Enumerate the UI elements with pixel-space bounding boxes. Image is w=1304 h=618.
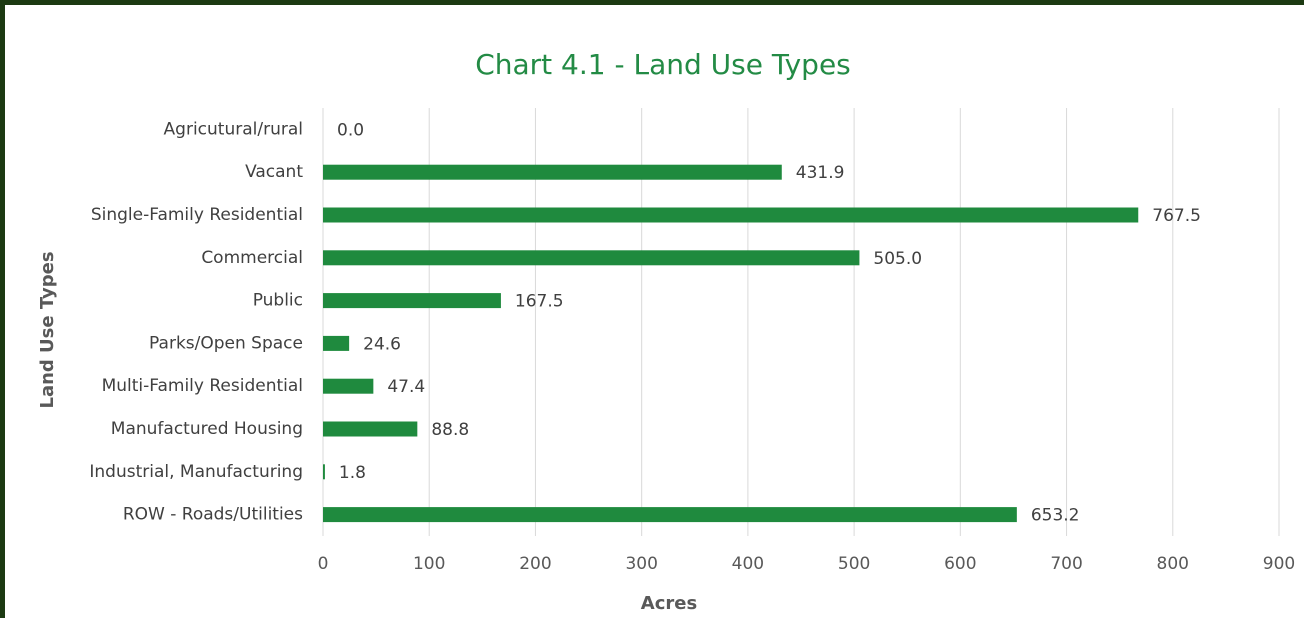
y-tick-label: Parks/Open Space	[149, 333, 303, 353]
bar	[323, 293, 501, 309]
y-tick-label: Agricutural/rural	[164, 119, 303, 139]
x-tick-label: 700	[1050, 554, 1082, 574]
data-label: 167.5	[515, 292, 564, 312]
data-label: 767.5	[1152, 206, 1201, 226]
x-tick-label: 500	[838, 554, 870, 574]
y-tick-label: Single-Family Residential	[91, 205, 303, 225]
y-tick-label: Vacant	[245, 162, 303, 182]
x-axis-title: Acres	[641, 593, 697, 614]
bar	[323, 164, 782, 180]
y-tick-label: Manufactured Housing	[111, 419, 303, 439]
y-axis-title: Land Use Types	[37, 251, 58, 408]
bar	[323, 507, 1017, 523]
y-tick-label: Public	[253, 291, 303, 311]
y-tick-label: Multi-Family Residential	[102, 376, 303, 396]
x-tick-label: 0	[318, 554, 329, 574]
bar	[323, 421, 418, 437]
x-tick-label: 900	[1263, 554, 1295, 574]
data-label: 505.0	[873, 249, 922, 269]
bar	[323, 335, 350, 351]
y-tick-label: Industrial, Manufacturing	[89, 462, 303, 482]
x-tick-label: 400	[732, 554, 764, 574]
data-label: 88.8	[431, 420, 469, 440]
bar	[323, 464, 325, 480]
data-label: 0.0	[337, 120, 364, 140]
data-label: 47.4	[387, 377, 425, 397]
x-tick-label: 100	[413, 554, 445, 574]
x-tick-label: 800	[1157, 554, 1189, 574]
data-label: 431.9	[796, 163, 845, 183]
data-label: 1.8	[339, 463, 366, 483]
bar	[323, 250, 860, 266]
x-tick-label: 200	[519, 554, 551, 574]
y-tick-label: Commercial	[201, 248, 303, 268]
x-tick-label: 300	[625, 554, 657, 574]
data-label: 24.6	[363, 334, 401, 354]
data-label: 653.2	[1031, 506, 1080, 526]
chart-title: Chart 4.1 - Land Use Types	[475, 48, 851, 81]
bar	[323, 207, 1139, 223]
y-tick-label: ROW - Roads/Utilities	[123, 505, 303, 525]
bar	[323, 378, 374, 394]
x-tick-label: 600	[944, 554, 976, 574]
